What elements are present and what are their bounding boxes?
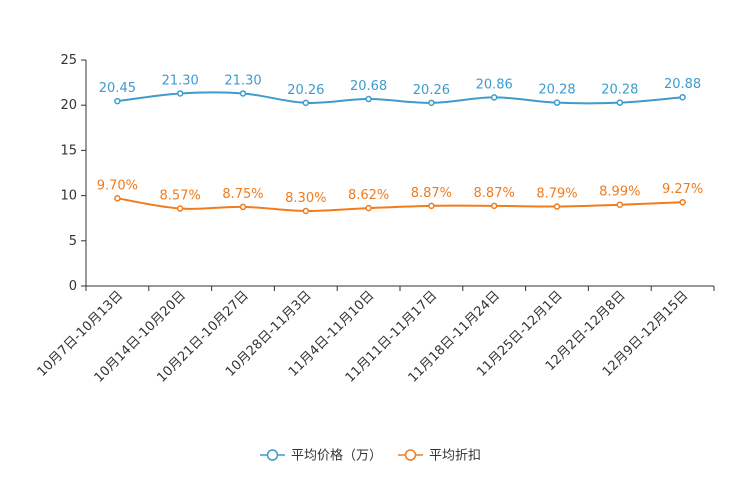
data-point[interactable] [114,97,121,105]
data-label: 20.45 [99,81,136,96]
data-point[interactable] [553,203,561,210]
series-1: 20.45 21.30 21.30 20.26 20.68 20.26 20.86 20.28… [99,73,701,107]
series-line [117,197,683,212]
data-label: 8.87% [411,186,452,201]
y-tick-label: 25 [60,53,77,68]
data-point[interactable] [553,99,561,106]
data-point[interactable] [176,90,184,97]
y-tick-label: 0 [69,279,77,294]
series-layer: 20.45 21.30 21.30 20.26 20.68 20.26 20.86 20.28… [97,73,703,215]
legend-marker-icon [404,449,417,461]
data-point[interactable] [679,198,686,206]
data-label: 8.57% [160,189,201,204]
data-label: 8.30% [285,191,326,206]
data-label: 8.87% [474,186,515,201]
legend-label: 平均折扣 [429,449,481,464]
data-label: 20.88 [664,77,701,92]
data-label: 8.99% [599,185,640,200]
data-point[interactable] [365,95,372,103]
data-label: 20.68 [350,79,387,94]
data-point[interactable] [616,99,624,106]
y-tick-label: 5 [69,234,77,249]
data-point[interactable] [114,195,121,202]
data-label: 20.28 [601,83,638,98]
data-point[interactable] [176,205,184,212]
data-point[interactable] [616,201,624,208]
data-label: 20.86 [476,77,513,92]
data-point[interactable] [490,94,498,101]
data-label: 20.26 [287,83,324,98]
data-point[interactable] [679,93,686,101]
data-point[interactable] [302,99,310,107]
data-point[interactable] [428,202,435,210]
legend-label: 平均价格（万） [291,448,382,464]
data-label: 9.27% [662,182,703,197]
data-point[interactable] [490,202,498,210]
legend-item-1[interactable]: 平均价格（万） [260,448,382,464]
data-point[interactable] [239,203,247,211]
series-line [117,91,683,105]
data-point[interactable] [239,90,247,97]
data-label: 8.75% [222,187,263,202]
data-label: 8.62% [348,188,389,203]
y-tick-label: 20 [60,98,77,113]
legend-item-2[interactable]: 平均折扣 [398,449,481,464]
data-label: 21.30 [224,73,261,88]
series-2: 9.70% 8.57% 8.75% 8.30% 8.62% 8.87% 8.87% 8.79%… [97,178,703,215]
y-tick-label: 15 [60,143,77,158]
data-label: 20.26 [413,83,450,98]
data-label: 8.79% [536,187,577,202]
data-label: 9.70% [97,178,138,193]
legend[interactable]: 平均价格（万） 平均折扣 [260,448,481,464]
data-label: 20.28 [538,83,575,98]
data-label: 21.30 [162,73,199,88]
legend-marker-icon [266,449,279,461]
y-tick-label: 10 [60,189,77,204]
data-point[interactable] [302,207,310,215]
data-point[interactable] [365,204,372,212]
data-point[interactable] [428,99,435,107]
